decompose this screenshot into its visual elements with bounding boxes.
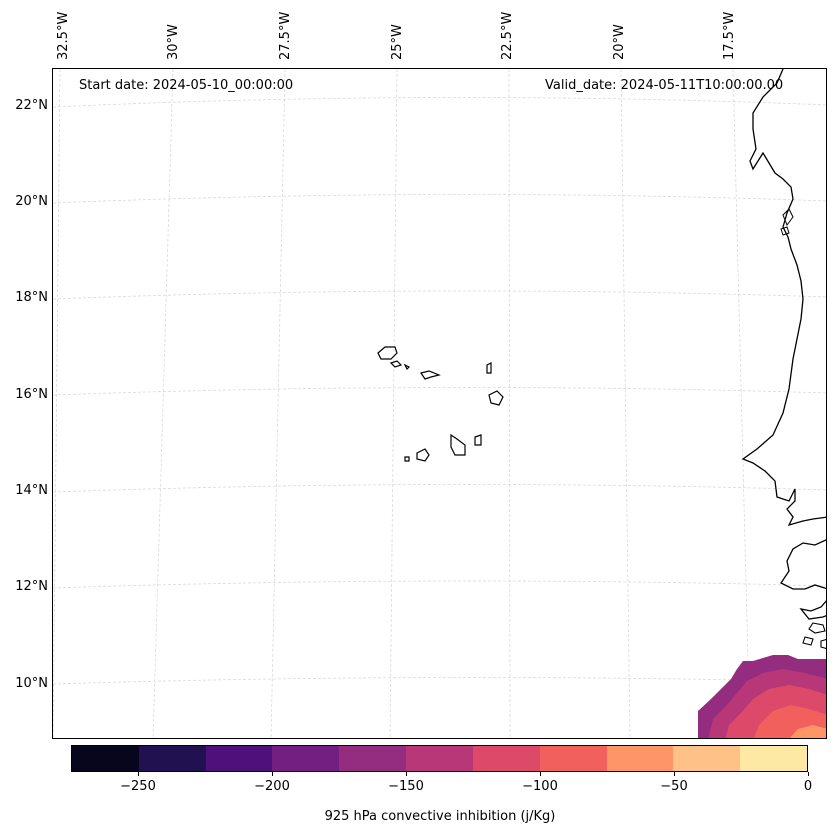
- meridian-line: [620, 69, 631, 738]
- colorbar-cell: [606, 746, 674, 771]
- lat-label: 20°N: [15, 194, 48, 209]
- valid-date-label: Valid_date: 2024-05-11T10:00:00.00: [545, 78, 784, 93]
- colorbar-cell: [72, 746, 139, 771]
- colorbar-tick-label: −200: [254, 779, 290, 794]
- island-santo-antao: [377, 346, 398, 360]
- cape-verde-islands: [377, 346, 504, 462]
- meridian-line: [152, 69, 174, 738]
- lon-label: 30°W: [166, 24, 181, 60]
- colorbar-tick-label: −150: [388, 779, 424, 794]
- coastal-island: [780, 208, 794, 236]
- colorbar-cell: [740, 746, 807, 771]
- parallel-line: [53, 387, 826, 396]
- lat-label: 14°N: [15, 483, 48, 498]
- cin-contour: [789, 725, 826, 738]
- colorbar-cell: [272, 746, 340, 771]
- island-brava: [404, 456, 410, 462]
- colorbar-cell: [539, 746, 607, 771]
- island-sao-nicolau: [420, 370, 441, 380]
- lat-label: 12°N: [15, 579, 48, 594]
- colorbar: [71, 745, 808, 772]
- colorbar-cell: [406, 746, 473, 771]
- coastline-west-africa: [780, 539, 826, 590]
- island-sal: [486, 362, 492, 374]
- lat-label: 22°N: [15, 98, 48, 113]
- start-date-label: Start date: 2024-05-10_00:00:00: [79, 78, 294, 93]
- cin-field: [698, 655, 826, 738]
- island-santiago: [450, 433, 466, 456]
- lon-label: 25°W: [390, 24, 405, 60]
- meridian-line: [508, 69, 511, 738]
- colorbar-tick-label: 0: [803, 779, 813, 794]
- colorbar-tick-label: −50: [660, 779, 688, 794]
- parallel-line: [53, 484, 826, 493]
- colorbar-cell: [472, 746, 540, 771]
- colorbar-tick-mark: [673, 772, 675, 776]
- parallel-line: [53, 194, 826, 204]
- colorbar-tick-label: −100: [522, 779, 558, 794]
- meridian-line: [389, 69, 398, 738]
- colorbar-tick-mark: [807, 772, 809, 776]
- colorbar-cell: [673, 746, 741, 771]
- lat-label: 16°N: [15, 387, 48, 402]
- coastline-west-africa: [741, 69, 826, 527]
- coastline-west-africa: [799, 600, 826, 620]
- colorbar-cell: [339, 746, 407, 771]
- colorbar-cell: [205, 746, 273, 771]
- colorbar-label: 925 hPa convective inhibition (j/Kg): [324, 809, 556, 824]
- meridian-line: [53, 69, 61, 738]
- colorbar-tick-mark: [271, 772, 273, 776]
- parallel-line: [53, 677, 826, 685]
- coastline-west-africa: [802, 622, 826, 650]
- colorbar-tick-mark: [137, 772, 139, 776]
- island-boa-vista: [488, 390, 504, 406]
- colorbar-cell: [138, 746, 206, 771]
- map-panel[interactable]: [52, 68, 827, 739]
- lon-label: 22.5°W: [500, 11, 515, 60]
- island-fogo: [416, 448, 430, 462]
- colorbar-tick-mark: [539, 772, 541, 776]
- meridian-line: [732, 69, 751, 738]
- meridian-line: [270, 69, 286, 738]
- lon-label: 20°W: [612, 24, 627, 60]
- lon-label: 17.5°W: [722, 11, 737, 60]
- colorbar-tick-label: −250: [120, 779, 156, 794]
- parallel-line: [53, 580, 826, 589]
- parallel-line: [53, 97, 826, 108]
- island-maio: [474, 434, 482, 446]
- lon-label: 27.5°W: [278, 11, 293, 60]
- graticule: [53, 69, 826, 738]
- map-canvas: [53, 69, 826, 738]
- island-sao-vicente: [389, 360, 403, 368]
- island-santa-luzia: [403, 363, 411, 371]
- colorbar-tick-mark: [405, 772, 407, 776]
- lon-label: 32.5°W: [56, 11, 71, 60]
- lat-label: 18°N: [15, 290, 48, 305]
- lat-label: 10°N: [15, 676, 48, 691]
- parallel-line: [53, 290, 826, 300]
